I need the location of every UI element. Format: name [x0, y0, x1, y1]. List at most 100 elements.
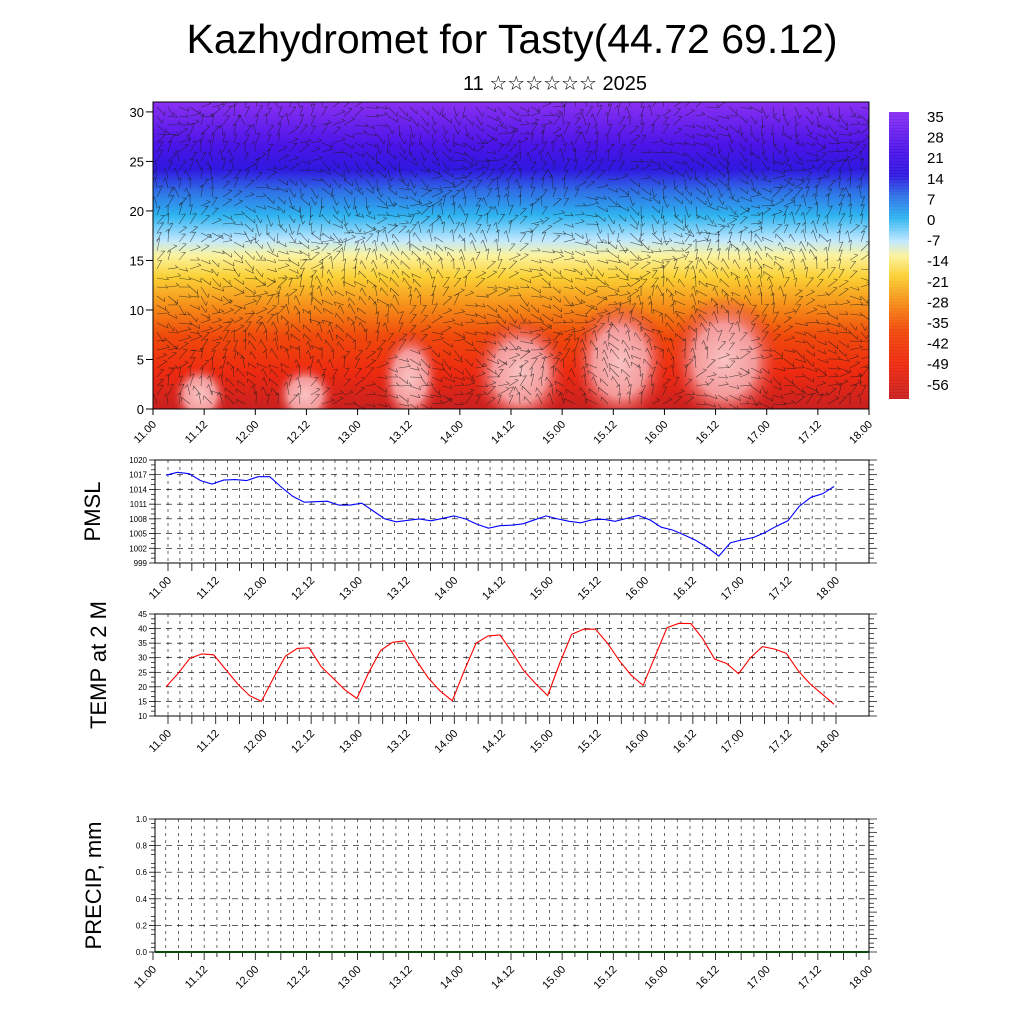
wind-barb-feather: [760, 354, 764, 358]
wind-barb: [596, 277, 606, 285]
wind-barb-feather: [715, 231, 719, 235]
wind-barb: [244, 194, 255, 198]
wind-barb-feather: [225, 329, 230, 332]
wind-barb: [387, 332, 394, 342]
wind-barb: [387, 178, 391, 189]
wind-barb-feather: [217, 150, 221, 154]
wind-barb: [317, 332, 323, 342]
wind-barb-feather: [390, 177, 394, 181]
wind-barb-feather: [638, 391, 643, 395]
wind-barb: [692, 293, 697, 306]
wind-barb: [607, 286, 620, 293]
wind-barb: [422, 246, 433, 252]
wind-barb: [552, 331, 563, 335]
wind-barb: [365, 115, 379, 118]
wind-barb: [196, 159, 202, 171]
wind-barb: [224, 387, 235, 396]
wind-barb-feather: [790, 199, 795, 202]
wind-barb-feather: [496, 373, 500, 378]
wind-barb-feather: [625, 248, 628, 253]
wind-barb: [379, 254, 389, 261]
wind-barb: [662, 169, 674, 175]
wind-barb-feather: [611, 376, 613, 381]
wind-barb-feather: [571, 349, 575, 353]
wind-barb: [581, 112, 587, 126]
wind-barb-feather: [280, 363, 282, 368]
wind-barb-feather: [625, 247, 629, 251]
wind-barb-feather: [210, 367, 215, 370]
wind-barb: [393, 269, 400, 279]
wind-barb: [827, 322, 840, 328]
wind-barb-feather: [601, 239, 604, 243]
wind-barb-feather: [507, 142, 510, 146]
wind-barb: [167, 153, 178, 162]
wind-barb-feather: [519, 117, 521, 122]
wind-barb: [794, 349, 805, 359]
wind-barb-feather: [608, 123, 612, 126]
wind-barb-feather: [724, 374, 728, 379]
wind-barb-feather: [770, 188, 772, 193]
wind-barb: [849, 304, 863, 306]
wind-barb-feather: [377, 299, 379, 304]
wind-barb: [629, 166, 640, 171]
wind-barb-feather: [656, 330, 660, 335]
wind-barb: [632, 317, 642, 324]
wind-barb-feather: [848, 139, 852, 143]
wind-barb-feather: [627, 295, 631, 299]
wind-barb-feather: [244, 152, 249, 155]
wind-barb-feather: [278, 106, 283, 109]
wind-barb: [266, 168, 277, 171]
wind-barb-feather: [777, 242, 780, 247]
wind-barb: [418, 257, 422, 270]
wind-barb: [343, 169, 345, 181]
wind-barb: [596, 268, 603, 277]
wind-barb: [322, 319, 334, 324]
wind-barb: [519, 350, 531, 360]
wind-barb: [618, 268, 629, 278]
wind-barb: [379, 277, 389, 288]
wind-barb: [365, 142, 377, 148]
wind-barb-feather: [726, 396, 728, 402]
wind-barb-feather: [848, 203, 852, 207]
wind-barb: [717, 151, 726, 162]
wind-barb-feather: [833, 278, 838, 280]
wind-barb: [629, 126, 639, 135]
wind-barb-feather: [305, 183, 307, 188]
wind-barb-feather: [687, 231, 692, 233]
wind-barb-feather: [790, 390, 795, 394]
wind-barb: [749, 257, 752, 270]
wind-barb-feather: [379, 254, 381, 259]
wind-barb-feather: [445, 130, 449, 135]
wind-barb-feather: [493, 222, 497, 226]
wind-barb-feather: [161, 119, 164, 124]
wind-barb-feather: [247, 321, 252, 323]
wind-barb-feather: [602, 349, 605, 354]
wind-barb-feather: [166, 324, 169, 329]
wind-barb-feather: [165, 373, 170, 377]
wind-barb: [156, 185, 163, 198]
wind-barb: [860, 268, 869, 271]
wind-barb: [497, 259, 503, 270]
wind-barb: [574, 286, 585, 295]
wind-barb: [745, 295, 752, 306]
wind-barb-feather: [696, 290, 698, 295]
wind-barb-feather: [341, 276, 345, 280]
wind-barb: [684, 394, 696, 396]
wind-barb: [563, 143, 567, 153]
wind-barb-feather: [159, 384, 164, 386]
wind-barb-feather: [815, 389, 819, 393]
wind-barb-feather: [174, 149, 178, 153]
wind-barb: [497, 304, 508, 313]
wind-barb: [310, 394, 320, 405]
wind-barb: [563, 232, 574, 237]
y-tick-label: 40: [138, 625, 147, 634]
wind-barb: [334, 301, 345, 306]
wind-barb: [827, 258, 829, 270]
wind-barb: [464, 160, 478, 166]
wind-barb: [819, 233, 829, 243]
wind-barb: [332, 397, 344, 405]
wind-barb: [761, 187, 772, 193]
wind-barb-feather: [847, 193, 851, 197]
wind-barb-feather: [837, 169, 842, 172]
